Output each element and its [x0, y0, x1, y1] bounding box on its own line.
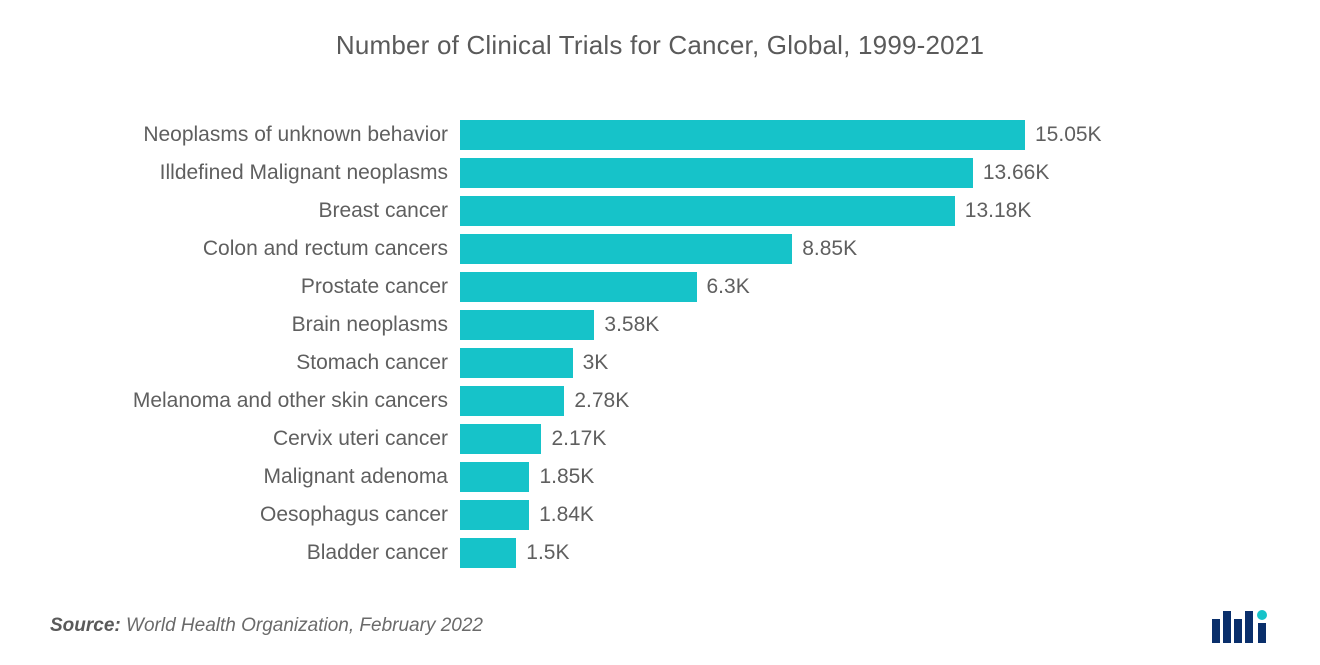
- bar-row: Melanoma and other skin cancers 2.78K: [50, 382, 1270, 420]
- bar-label: Prostate cancer: [50, 275, 460, 299]
- bar-value: 15.05K: [1025, 123, 1102, 147]
- bar-row: Stomach cancer 3K: [50, 344, 1270, 382]
- bar-value: 2.17K: [541, 427, 606, 451]
- bar-label: Illdefined Malignant neoplasms: [50, 161, 460, 185]
- bar-label: Brain neoplasms: [50, 313, 460, 337]
- bar-fill: [460, 310, 594, 340]
- bar-value: 13.66K: [973, 161, 1050, 185]
- bar-value: 2.78K: [564, 389, 629, 413]
- bar-fill: [460, 462, 529, 492]
- bar-track: 3K: [460, 344, 1270, 382]
- bar-track: 1.5K: [460, 534, 1270, 572]
- source-text: World Health Organization, February 2022: [121, 615, 483, 636]
- bar-value: 1.84K: [529, 503, 594, 527]
- chart-container: Number of Clinical Trials for Cancer, Gl…: [0, 0, 1320, 665]
- bar-row: Cervix uteri cancer 2.17K: [50, 420, 1270, 458]
- bar-track: 1.85K: [460, 458, 1270, 496]
- mi-logo: [1212, 609, 1270, 643]
- bar-fill: [460, 538, 516, 568]
- bar-row: Brain neoplasms 3.58K: [50, 306, 1270, 344]
- bar-row: Oesophagus cancer 1.84K: [50, 496, 1270, 534]
- bar-row: Breast cancer 13.18K: [50, 192, 1270, 230]
- bar-track: 8.85K: [460, 230, 1270, 268]
- bar-fill: [460, 386, 564, 416]
- source-prefix: Source:: [50, 615, 121, 636]
- chart-title: Number of Clinical Trials for Cancer, Gl…: [50, 30, 1270, 61]
- bar-label: Stomach cancer: [50, 351, 460, 375]
- bar-label: Cervix uteri cancer: [50, 427, 460, 451]
- bar-fill: [460, 120, 1025, 150]
- bar-row: Neoplasms of unknown behavior 15.05K: [50, 116, 1270, 154]
- bar-track: 15.05K: [460, 116, 1270, 154]
- bar-fill: [460, 272, 697, 302]
- bar-label: Malignant adenoma: [50, 465, 460, 489]
- bar-track: 13.18K: [460, 192, 1270, 230]
- bar-track: 2.17K: [460, 420, 1270, 458]
- bar-label: Oesophagus cancer: [50, 503, 460, 527]
- bar-fill: [460, 158, 973, 188]
- bar-value: 1.5K: [516, 541, 569, 565]
- bar-track: 1.84K: [460, 496, 1270, 534]
- bar-row: Bladder cancer 1.5K: [50, 534, 1270, 572]
- bar-row: Prostate cancer 6.3K: [50, 268, 1270, 306]
- bar-value: 3.58K: [594, 313, 659, 337]
- bar-track: 2.78K: [460, 382, 1270, 420]
- source-line: Source: World Health Organization, Febru…: [50, 615, 483, 637]
- bar-label: Bladder cancer: [50, 541, 460, 565]
- bar-row: Malignant adenoma 1.85K: [50, 458, 1270, 496]
- bar-track: 6.3K: [460, 268, 1270, 306]
- bar-value: 6.3K: [697, 275, 750, 299]
- bar-track: 3.58K: [460, 306, 1270, 344]
- bar-value: 8.85K: [792, 237, 857, 261]
- bar-label: Melanoma and other skin cancers: [50, 389, 460, 413]
- bar-fill: [460, 234, 792, 264]
- bar-label: Neoplasms of unknown behavior: [50, 123, 460, 147]
- bar-fill: [460, 500, 529, 530]
- bar-label: Breast cancer: [50, 199, 460, 223]
- bar-row: Illdefined Malignant neoplasms 13.66K: [50, 154, 1270, 192]
- bar-value: 13.18K: [955, 199, 1032, 223]
- bar-value: 1.85K: [529, 465, 594, 489]
- bar-row: Colon and rectum cancers 8.85K: [50, 230, 1270, 268]
- bar-fill: [460, 424, 541, 454]
- bar-fill: [460, 196, 955, 226]
- bar-fill: [460, 348, 573, 378]
- bar-label: Colon and rectum cancers: [50, 237, 460, 261]
- bar-track: 13.66K: [460, 154, 1270, 192]
- bars-area: Neoplasms of unknown behavior 15.05K Illde…: [50, 116, 1270, 572]
- bar-value: 3K: [573, 351, 609, 375]
